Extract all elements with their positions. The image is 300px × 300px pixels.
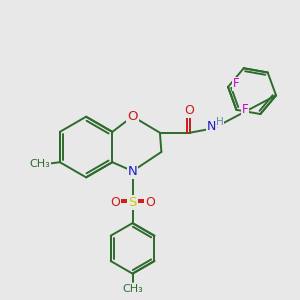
Text: O: O [145, 196, 155, 209]
Text: O: O [185, 104, 195, 117]
Text: N: N [207, 120, 217, 133]
Text: F: F [233, 77, 240, 90]
Text: CH₃: CH₃ [122, 284, 143, 293]
Text: H: H [216, 117, 224, 127]
Text: CH₃: CH₃ [29, 159, 50, 169]
Text: O: O [110, 196, 120, 209]
Text: S: S [128, 196, 137, 209]
Text: N: N [128, 165, 137, 178]
Text: O: O [127, 110, 138, 123]
Text: F: F [242, 103, 248, 116]
